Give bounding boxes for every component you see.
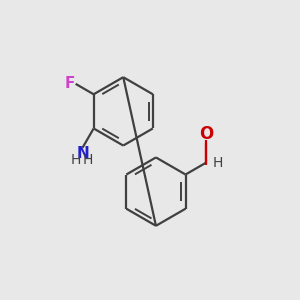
Text: H: H: [83, 153, 93, 167]
Text: H: H: [71, 153, 81, 167]
Text: O: O: [199, 125, 213, 143]
Text: F: F: [65, 76, 76, 92]
Text: N: N: [76, 146, 89, 161]
Text: H: H: [213, 156, 223, 170]
